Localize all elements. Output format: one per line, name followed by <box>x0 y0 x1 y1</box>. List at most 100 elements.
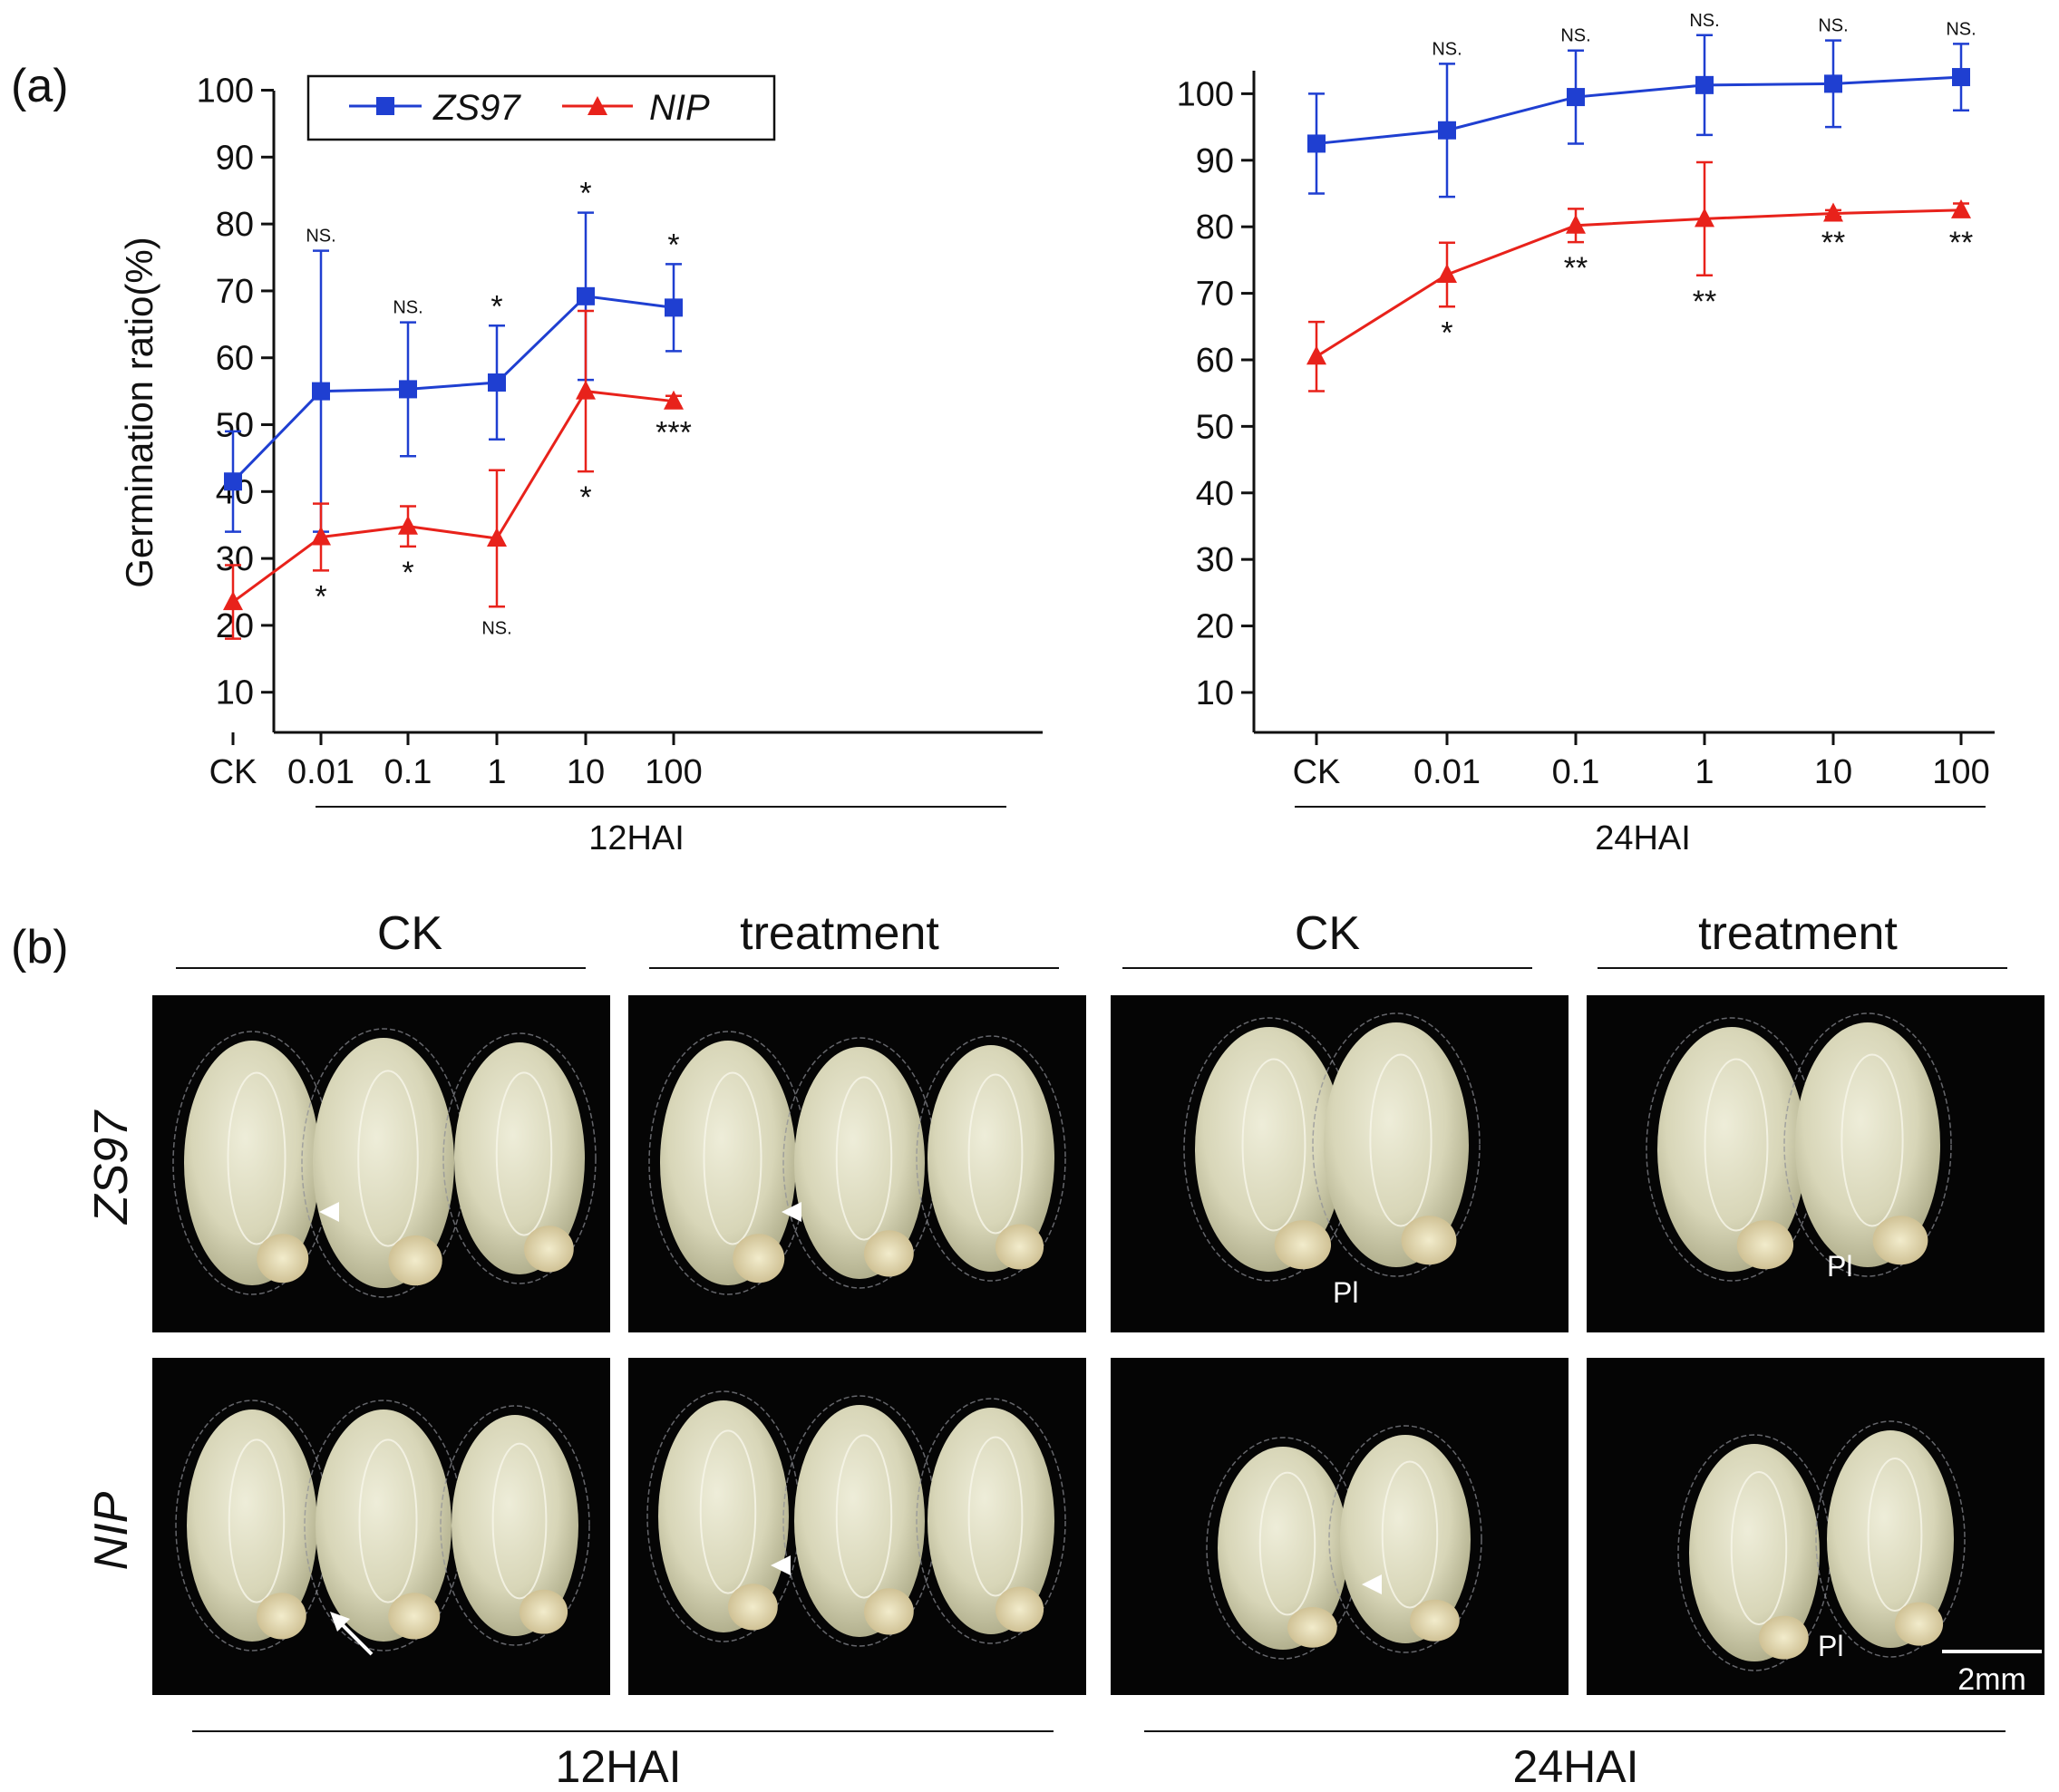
arrowhead-marker <box>1362 1574 1382 1594</box>
grain-embryo <box>388 1593 441 1640</box>
grain-embryo <box>1274 1220 1332 1270</box>
grain-highlight <box>1381 1460 1439 1609</box>
photo-1-3 <box>1587 1358 2044 1695</box>
legend-label-nip: NIP <box>649 88 710 128</box>
legend-entry-nip: NIP <box>562 88 710 128</box>
rice-grain <box>1218 1447 1348 1650</box>
pl-label: Pl <box>1333 1276 1358 1309</box>
data-point <box>1952 68 1970 87</box>
data-point <box>398 515 418 535</box>
col-header-ck-12: CK <box>377 907 443 960</box>
y-tick-label: 10 <box>216 674 254 712</box>
rice-grain <box>187 1409 317 1642</box>
panel-a-label: (a) <box>11 60 69 112</box>
grain-highlight <box>228 1438 286 1603</box>
legend-entry-zs97: ZS97 <box>349 88 521 128</box>
series-line <box>1316 75 1962 145</box>
col-header-treatment-12: treatment <box>740 907 939 960</box>
hull-outline <box>1815 1420 1966 1658</box>
significance-label: NS. <box>1560 26 1590 46</box>
photo-0-3 <box>1587 995 2044 1332</box>
grain-highlight <box>699 1429 757 1594</box>
rice-grain <box>658 1400 789 1632</box>
significance-label: NS. <box>1946 19 1976 39</box>
significance-label: ** <box>1821 226 1845 260</box>
grain-embryo <box>728 1584 778 1631</box>
grain-highlight <box>1258 1471 1316 1616</box>
data-point <box>487 527 507 547</box>
grain-embryo <box>388 1235 442 1286</box>
rice-grain <box>452 1415 578 1636</box>
photo-0-1 <box>628 995 1086 1332</box>
significance-label: * <box>579 480 591 515</box>
hull-outline <box>916 1398 1066 1644</box>
hull-outline <box>1312 1012 1481 1277</box>
y-tick-label: 70 <box>216 273 254 311</box>
significance-label: NS. <box>306 227 335 247</box>
legend-marker-zs97 <box>376 97 394 115</box>
chart-24hai: 10 20 30 40 50 60 70 80 90 100 CK 0.01 0.1 1 10 100 NS… <box>1177 11 1995 857</box>
grain-embryo <box>519 1589 568 1634</box>
legend: ZS97 NIP <box>306 74 776 141</box>
y-tick-label: 40 <box>1196 475 1234 513</box>
data-point <box>1824 74 1842 93</box>
arrow-marker <box>330 1612 374 1656</box>
data-point <box>1566 214 1586 234</box>
bottom-group-12hai: 12HAI <box>556 1741 682 1792</box>
grain-embryo <box>1759 1615 1809 1660</box>
y-tick-label: 50 <box>1196 408 1234 446</box>
data-point <box>1951 199 1971 218</box>
y-tick-label: 30 <box>216 540 254 578</box>
rice-grain <box>928 1045 1054 1272</box>
row-label-nip: NIP <box>85 1491 138 1570</box>
x-tick-label: 10 <box>1814 753 1852 791</box>
data-point <box>664 390 684 410</box>
y-tick-label: 60 <box>1196 342 1234 380</box>
data-point <box>1695 208 1714 228</box>
grain-highlight <box>357 1070 419 1247</box>
data-point <box>224 472 242 491</box>
pl-label: Pl <box>1827 1250 1852 1283</box>
arrowhead-marker <box>319 1202 339 1222</box>
arrowhead-marker <box>771 1555 791 1575</box>
rice-grain <box>1657 1027 1806 1272</box>
col-header-treatment-24: treatment <box>1698 907 1898 960</box>
hull-outline <box>442 1032 597 1284</box>
scale-bar-label: 2mm <box>1957 1662 2026 1697</box>
grain-embryo <box>257 1593 306 1640</box>
rice-grain <box>313 1038 454 1288</box>
grain-highlight <box>835 1076 893 1241</box>
grain-embryo <box>1894 1602 1944 1646</box>
row-label-zs97: ZS97 <box>85 1109 138 1225</box>
significance-label: * <box>315 579 326 614</box>
pl-label: Pl <box>1818 1630 1843 1662</box>
grain-highlight <box>1867 1458 1923 1612</box>
group-label: 24HAI <box>1595 819 1691 857</box>
rice-grain <box>928 1408 1054 1634</box>
grain-embryo <box>257 1234 309 1283</box>
arrowhead-marker <box>782 1202 801 1222</box>
y-tick-label: 100 <box>197 73 254 111</box>
data-point <box>311 526 331 546</box>
data-point <box>1307 134 1326 153</box>
grain-highlight <box>491 1442 548 1600</box>
y-tick-label: 20 <box>1196 608 1234 646</box>
grain-highlight <box>835 1434 893 1599</box>
y-tick-label: 80 <box>1196 208 1234 247</box>
series-zs97: NS. NS. NS. NS. NS. <box>1307 11 1976 199</box>
hull-outline <box>440 1405 590 1646</box>
legend-label-zs97: ZS97 <box>432 88 521 128</box>
group-label: 12HAI <box>588 819 685 857</box>
significance-label: * <box>490 289 502 324</box>
rice-grain <box>794 1405 925 1637</box>
hull-outline <box>1783 1012 1952 1277</box>
significance-label: NS. <box>481 618 511 638</box>
grain-highlight <box>1704 1058 1769 1232</box>
significance-label: * <box>402 556 413 590</box>
y-tick-label: 90 <box>1196 142 1234 180</box>
grain-embryo <box>995 1224 1044 1270</box>
significance-label: * <box>1441 315 1452 350</box>
rice-grain <box>1689 1444 1820 1661</box>
data-point <box>577 286 595 305</box>
grain-highlight <box>358 1438 418 1603</box>
